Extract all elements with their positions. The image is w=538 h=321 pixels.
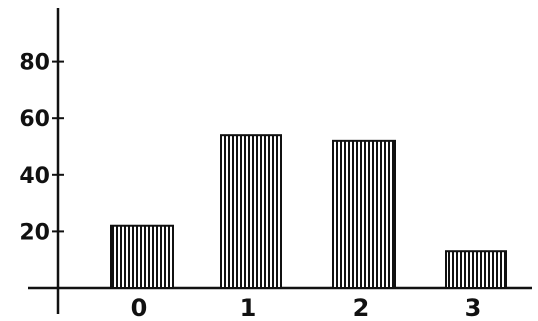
y-tick-label: 60: [19, 107, 50, 132]
x-tick-label: 1: [240, 294, 257, 321]
bar-1: [220, 134, 282, 289]
x-tick-label: 2: [353, 294, 370, 321]
y-tick-label: 80: [19, 51, 50, 76]
y-tick-label: 20: [19, 220, 50, 245]
bar-3: [445, 250, 507, 290]
bar-2: [332, 139, 396, 289]
x-tick-labels: 0 1 2 3: [131, 294, 482, 321]
y-tick-label: 40: [19, 164, 50, 189]
bar-0: [110, 224, 174, 290]
x-tick-label: 0: [131, 294, 148, 321]
bars: [110, 134, 507, 290]
x-tick-label: 3: [465, 294, 482, 321]
y-ticks: 20 40 60 80: [19, 51, 64, 245]
